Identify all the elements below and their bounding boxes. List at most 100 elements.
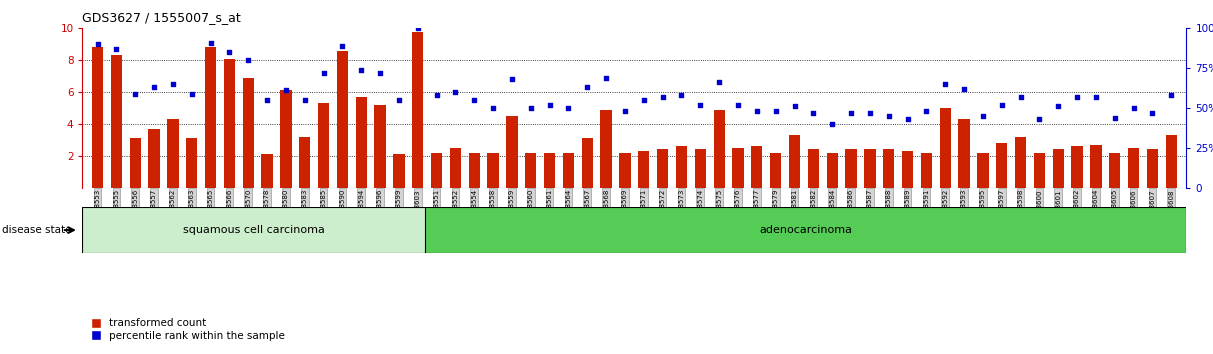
Bar <box>337 51 348 188</box>
Bar <box>130 138 141 188</box>
Bar <box>375 105 386 188</box>
Bar <box>300 137 311 188</box>
Bar <box>733 148 744 188</box>
Point <box>427 92 446 98</box>
Point <box>1105 115 1124 120</box>
Bar <box>600 110 611 188</box>
Bar <box>412 32 423 188</box>
Bar <box>431 153 443 188</box>
Bar <box>450 148 461 188</box>
Point <box>201 40 221 46</box>
Bar <box>1109 153 1121 188</box>
Point <box>917 108 936 114</box>
Bar <box>1090 144 1101 188</box>
Point <box>107 46 126 52</box>
Bar <box>1053 149 1064 188</box>
Bar <box>958 119 969 188</box>
Bar <box>695 149 706 188</box>
Point <box>765 108 785 114</box>
Bar <box>318 103 329 188</box>
Bar <box>110 56 123 188</box>
Point <box>710 80 729 85</box>
Point <box>842 110 861 116</box>
Point <box>295 97 314 103</box>
Bar <box>808 149 819 188</box>
Bar <box>186 138 198 188</box>
Bar <box>1071 146 1083 188</box>
Point <box>277 88 296 93</box>
Bar <box>148 129 160 188</box>
Bar <box>243 78 254 188</box>
Bar <box>826 153 838 188</box>
Bar <box>506 116 518 188</box>
Point <box>1010 94 1030 100</box>
Point <box>672 92 691 98</box>
Legend: transformed count, percentile rank within the sample: transformed count, percentile rank withi… <box>87 314 289 345</box>
Point <box>465 97 484 103</box>
Bar <box>262 154 273 188</box>
Bar <box>713 110 725 188</box>
Bar <box>940 108 951 188</box>
Bar <box>280 91 291 188</box>
Point <box>257 97 277 103</box>
Point <box>502 76 522 82</box>
Bar <box>1128 148 1139 188</box>
Point <box>728 102 747 108</box>
Point <box>577 85 597 90</box>
Bar <box>468 153 480 188</box>
Bar <box>676 146 687 188</box>
Point <box>182 91 201 97</box>
Bar <box>582 138 593 188</box>
Point <box>992 102 1012 108</box>
Point <box>615 108 634 114</box>
Bar <box>978 153 989 188</box>
Bar <box>996 143 1007 188</box>
Bar <box>525 153 536 188</box>
Point <box>804 110 824 116</box>
Bar <box>1033 153 1046 188</box>
Point <box>389 97 409 103</box>
Point <box>597 75 616 81</box>
Point <box>540 102 559 108</box>
Point <box>559 105 579 111</box>
Point <box>239 57 258 63</box>
Point <box>822 121 842 127</box>
Point <box>164 81 183 87</box>
Point <box>87 41 107 47</box>
Point <box>955 86 974 92</box>
Bar <box>543 153 556 188</box>
Point <box>125 91 144 97</box>
Point <box>1143 110 1162 116</box>
Point <box>408 25 427 31</box>
Point <box>220 50 239 55</box>
Point <box>860 110 879 116</box>
Bar <box>1166 135 1177 188</box>
Bar <box>845 149 856 188</box>
Point <box>445 89 465 95</box>
Point <box>785 103 804 109</box>
Point <box>144 85 164 90</box>
Point <box>653 94 672 100</box>
Bar <box>1015 137 1026 188</box>
Bar <box>751 146 763 188</box>
Text: adenocarcinoma: adenocarcinoma <box>759 225 853 235</box>
Point <box>1124 105 1144 111</box>
Bar <box>620 153 631 188</box>
Bar <box>921 153 932 188</box>
Bar <box>563 153 574 188</box>
Point <box>973 113 992 119</box>
Bar <box>770 153 781 188</box>
Point <box>1067 94 1087 100</box>
Bar <box>393 154 405 188</box>
Bar <box>92 47 103 188</box>
Bar <box>167 119 178 188</box>
Point <box>690 102 710 108</box>
Point <box>634 97 654 103</box>
Point <box>879 113 899 119</box>
Point <box>935 81 955 87</box>
Point <box>352 67 371 73</box>
Bar <box>788 135 801 188</box>
Bar <box>355 97 366 188</box>
Text: disease state: disease state <box>2 225 72 235</box>
Bar <box>205 47 216 188</box>
